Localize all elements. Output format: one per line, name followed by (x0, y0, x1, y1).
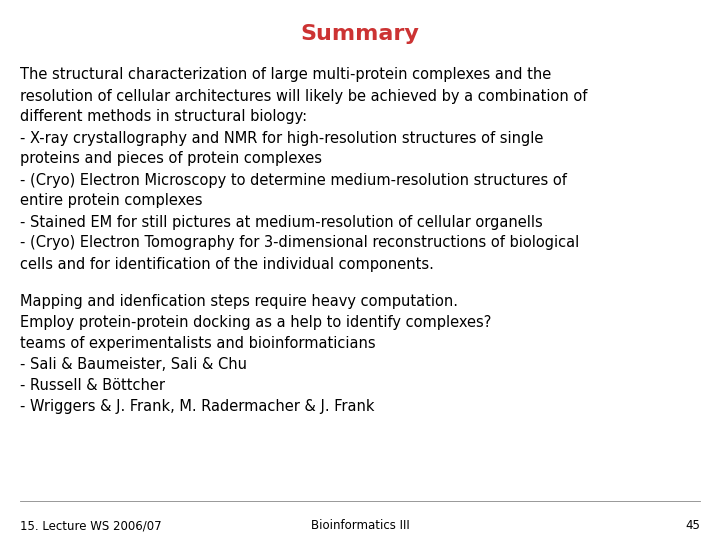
Text: Mapping and idenfication steps require heavy computation.
Employ protein-protein: Mapping and idenfication steps require h… (20, 294, 492, 414)
Text: Bioinformatics III: Bioinformatics III (310, 519, 410, 532)
Text: 45: 45 (685, 519, 700, 532)
Text: Summary: Summary (300, 24, 420, 44)
Text: 15. Lecture WS 2006/07: 15. Lecture WS 2006/07 (20, 519, 162, 532)
Text: The structural characterization of large multi-protein complexes and the
resolut: The structural characterization of large… (20, 68, 588, 272)
